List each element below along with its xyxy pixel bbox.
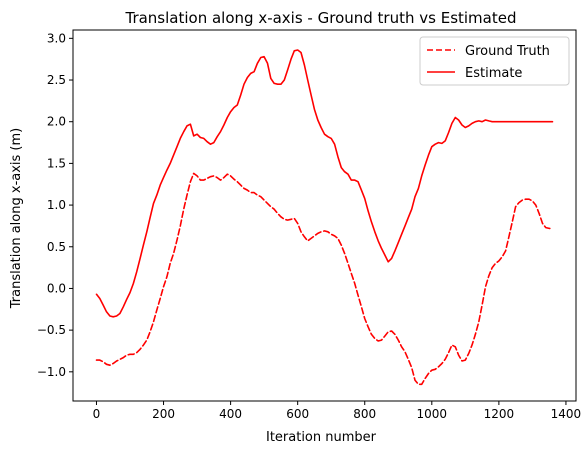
y-tick-label: −0.5 [37, 323, 66, 337]
plot-frame [72, 29, 577, 402]
legend-box [419, 36, 570, 86]
y-tick-label: 2.0 [47, 115, 66, 129]
y-tick-label: 2.5 [47, 73, 66, 87]
y-axis-label: Translation along x-axis (m) [9, 128, 24, 310]
x-tick-label: 600 [286, 407, 309, 421]
chart-legend: Ground Truth Estimate [419, 36, 570, 86]
legend-label-ground-truth: Ground Truth [465, 44, 550, 59]
x-tick-label: 1000 [417, 407, 448, 421]
y-tick-label: −1.0 [37, 365, 66, 379]
x-tick-label: 200 [152, 407, 175, 421]
x-tick-label: 1400 [551, 407, 582, 421]
plot-background [73, 30, 576, 401]
x-tick-label: 400 [219, 407, 242, 421]
y-tick-label: 0.5 [47, 240, 66, 254]
x-tick-label: 1200 [484, 407, 515, 421]
chart-title: Translation along x-axis - Ground truth … [124, 9, 516, 27]
x-tick-label: 800 [353, 407, 376, 421]
x-axis-ticks: 0 200 400 600 800 1000 1200 1400 [93, 401, 582, 421]
y-tick-label: 0.0 [47, 281, 66, 295]
legend-label-estimate: Estimate [465, 66, 522, 81]
series-line-ground-truth [95, 172, 554, 386]
y-tick-label: 1.5 [47, 156, 66, 170]
series-layer [95, 49, 554, 386]
x-tick-label: 0 [93, 407, 101, 421]
y-tick-label: 1.0 [47, 198, 66, 212]
x-axis-label: Iteration number [266, 430, 377, 445]
series-line-estimate [95, 49, 554, 318]
y-axis-ticks: −1.0 −0.5 0.0 0.5 1.0 1.5 2.0 2.5 3.0 [37, 31, 73, 379]
y-tick-label: 3.0 [47, 31, 66, 45]
